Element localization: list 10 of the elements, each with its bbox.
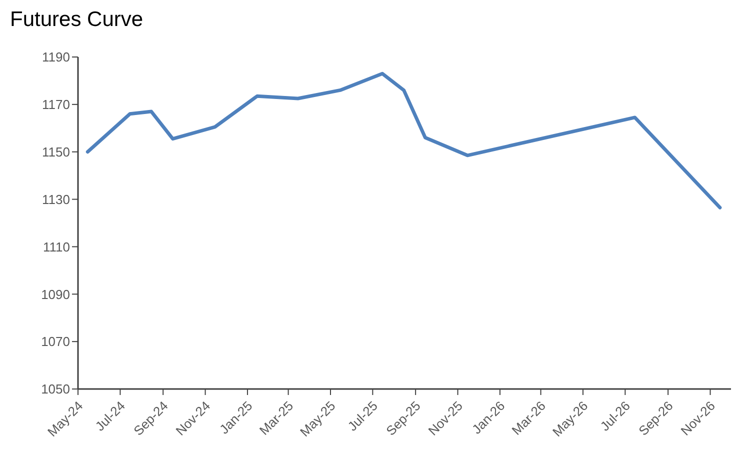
y-tick-label: 1070 [41, 334, 70, 350]
y-tick-label: 1170 [42, 97, 70, 112]
line-series [86, 72, 722, 210]
y-tick-label: 1110 [43, 239, 70, 254]
y-tick-label: 1130 [42, 192, 70, 207]
chart-title: Futures Curve [10, 8, 144, 32]
y-tick-label: 1190 [42, 50, 70, 65]
y-tick-label: 1090 [41, 286, 70, 302]
y-tick-label: 1150 [42, 144, 70, 160]
y-tick-label: 1050 [41, 382, 70, 397]
